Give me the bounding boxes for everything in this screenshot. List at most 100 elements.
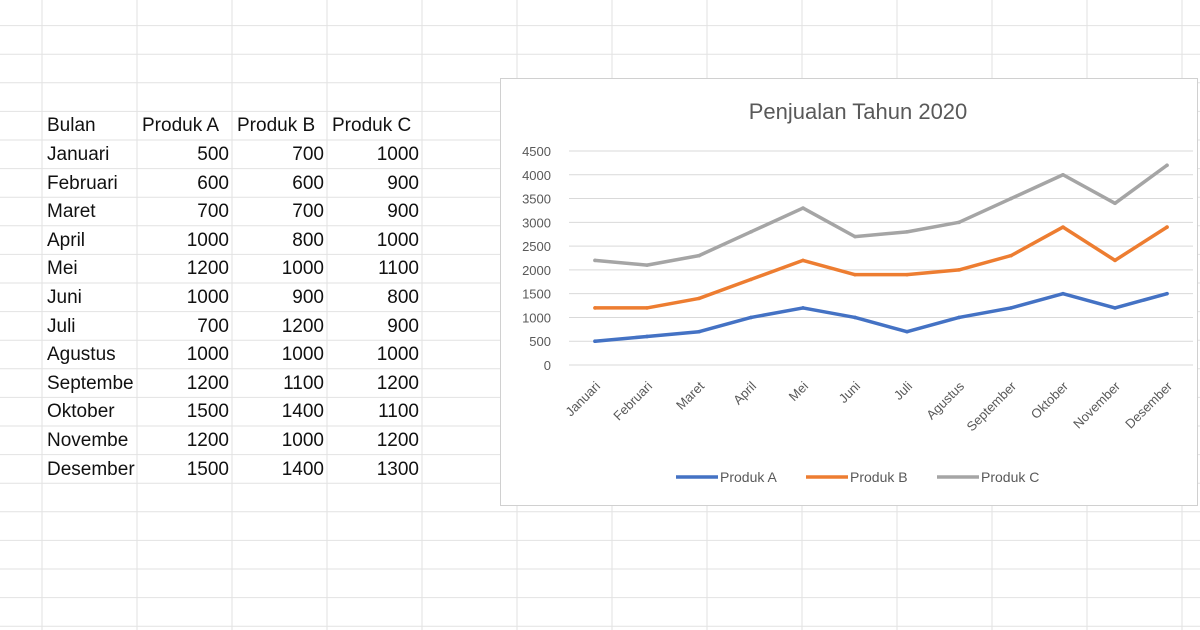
cell-month[interactable]: Novembe bbox=[47, 430, 129, 451]
data-point[interactable] bbox=[957, 315, 961, 320]
x-axis-tick-labels: Januari Februari Maret April Mei Juni Juli Agus… bbox=[562, 378, 1175, 434]
series-line-2[interactable] bbox=[593, 163, 1169, 267]
data-point[interactable] bbox=[1009, 253, 1013, 258]
header-cell-bulan[interactable]: Bulan bbox=[47, 115, 96, 136]
data-point[interactable] bbox=[1113, 306, 1117, 310]
data-point[interactable] bbox=[801, 258, 805, 263]
cell-value[interactable]: 1400 bbox=[281, 401, 324, 423]
legend-item[interactable]: Produk A bbox=[676, 469, 777, 485]
cell-value[interactable]: 1000 bbox=[186, 229, 229, 251]
cell-value[interactable]: 1000 bbox=[186, 344, 229, 366]
header-cell-produk-c[interactable]: Produk C bbox=[332, 115, 412, 136]
data-point[interactable] bbox=[905, 329, 909, 334]
series-line-0[interactable] bbox=[593, 291, 1169, 343]
data-point[interactable] bbox=[593, 339, 597, 344]
cell-value[interactable]: 1400 bbox=[281, 458, 324, 480]
cell-value[interactable]: 700 bbox=[197, 201, 229, 223]
cell-value[interactable]: 600 bbox=[292, 172, 324, 194]
header-cell-produk-a[interactable]: Produk A bbox=[142, 115, 220, 136]
cell-value[interactable]: 900 bbox=[292, 287, 324, 308]
series-line-1[interactable] bbox=[593, 225, 1169, 310]
data-point[interactable] bbox=[1113, 258, 1117, 263]
data-point[interactable] bbox=[697, 296, 701, 301]
data-point[interactable] bbox=[1009, 306, 1013, 310]
cell-value[interactable]: 1300 bbox=[376, 458, 419, 480]
data-point[interactable] bbox=[853, 234, 857, 239]
legend-item[interactable]: Produk C bbox=[937, 469, 1039, 485]
cell-value[interactable]: 800 bbox=[387, 287, 419, 308]
chart-title: Penjualan Tahun 2020 bbox=[749, 99, 968, 124]
data-point[interactable] bbox=[957, 268, 961, 272]
data-point[interactable] bbox=[853, 272, 857, 277]
cell-value[interactable]: 1000 bbox=[281, 344, 324, 366]
cell-value[interactable]: 600 bbox=[197, 172, 229, 194]
data-point[interactable] bbox=[905, 230, 909, 234]
data-point[interactable] bbox=[1061, 291, 1065, 296]
cell-value[interactable]: 1200 bbox=[281, 315, 324, 337]
cell-month[interactable]: Desember bbox=[47, 458, 135, 480]
cell-value[interactable]: 1500 bbox=[186, 458, 229, 480]
line-chart[interactable]: Penjualan Tahun 2020 0 500 1000 1500 2000 250… bbox=[500, 78, 1198, 506]
cell-month[interactable]: Septembe bbox=[47, 372, 134, 394]
data-point[interactable] bbox=[593, 258, 597, 263]
cell-value[interactable]: 1000 bbox=[376, 344, 419, 366]
cell-value[interactable]: 800 bbox=[292, 229, 324, 251]
cell-value[interactable]: 1100 bbox=[378, 401, 419, 423]
data-point[interactable] bbox=[1061, 172, 1065, 177]
cell-value[interactable]: 1000 bbox=[376, 144, 419, 165]
cell-month[interactable]: Mei bbox=[47, 258, 78, 280]
data-point[interactable] bbox=[801, 306, 805, 310]
cell-value[interactable]: 1100 bbox=[283, 372, 324, 394]
cell-month[interactable]: Februari bbox=[47, 172, 118, 194]
data-point[interactable] bbox=[1165, 291, 1169, 296]
cell-value[interactable]: 1100 bbox=[378, 258, 419, 280]
cell-value[interactable]: 1500 bbox=[186, 401, 229, 423]
cell-month[interactable]: April bbox=[47, 229, 86, 251]
cell-value[interactable]: 1200 bbox=[186, 430, 229, 451]
data-point[interactable] bbox=[905, 272, 909, 277]
cell-value[interactable]: 700 bbox=[197, 315, 229, 337]
cell-month[interactable]: Juli bbox=[47, 315, 76, 337]
data-point[interactable] bbox=[697, 329, 701, 334]
data-point[interactable] bbox=[749, 315, 753, 320]
data-point[interactable] bbox=[1165, 225, 1169, 229]
cell-value[interactable]: 500 bbox=[197, 144, 229, 165]
data-point[interactable] bbox=[1061, 225, 1065, 229]
cell-value[interactable]: 1000 bbox=[376, 229, 419, 251]
header-cell-produk-b[interactable]: Produk B bbox=[237, 115, 316, 136]
cell-value[interactable]: 700 bbox=[292, 144, 324, 165]
cell-value[interactable]: 1000 bbox=[281, 430, 324, 451]
data-point[interactable] bbox=[697, 253, 701, 258]
cell-value[interactable]: 900 bbox=[387, 315, 419, 337]
data-point[interactable] bbox=[1165, 163, 1169, 168]
cell-value[interactable]: 700 bbox=[292, 201, 324, 223]
data-point[interactable] bbox=[853, 315, 857, 320]
x-tick-label: Oktober bbox=[1028, 378, 1072, 422]
data-point[interactable] bbox=[645, 263, 649, 267]
cell-value[interactable]: 900 bbox=[387, 201, 419, 223]
data-point[interactable] bbox=[801, 206, 805, 210]
data-point[interactable] bbox=[593, 306, 597, 310]
data-point[interactable] bbox=[1113, 201, 1117, 206]
data-point[interactable] bbox=[957, 220, 961, 225]
cell-month[interactable]: Maret bbox=[47, 201, 96, 223]
cell-month[interactable]: Oktober bbox=[47, 401, 115, 423]
cell-value[interactable]: 900 bbox=[387, 172, 419, 194]
cell-value[interactable]: 1200 bbox=[376, 430, 419, 451]
y-tick-label: 4500 bbox=[522, 144, 551, 159]
cell-value[interactable]: 1200 bbox=[186, 258, 229, 280]
cell-value[interactable]: 1200 bbox=[376, 372, 419, 394]
cell-month[interactable]: Agustus bbox=[47, 344, 116, 366]
cell-value[interactable]: 1200 bbox=[186, 372, 229, 394]
y-tick-label: 1500 bbox=[522, 287, 551, 302]
cell-month[interactable]: Juni bbox=[47, 287, 82, 308]
data-point[interactable] bbox=[645, 306, 649, 310]
cell-month[interactable]: Januari bbox=[47, 144, 110, 165]
data-point[interactable] bbox=[749, 277, 753, 282]
cell-value[interactable]: 1000 bbox=[186, 287, 229, 308]
data-point[interactable] bbox=[645, 334, 649, 339]
data-point[interactable] bbox=[1009, 196, 1013, 201]
cell-value[interactable]: 1000 bbox=[281, 258, 324, 280]
data-point[interactable] bbox=[749, 230, 753, 234]
legend-item[interactable]: Produk B bbox=[806, 469, 908, 485]
